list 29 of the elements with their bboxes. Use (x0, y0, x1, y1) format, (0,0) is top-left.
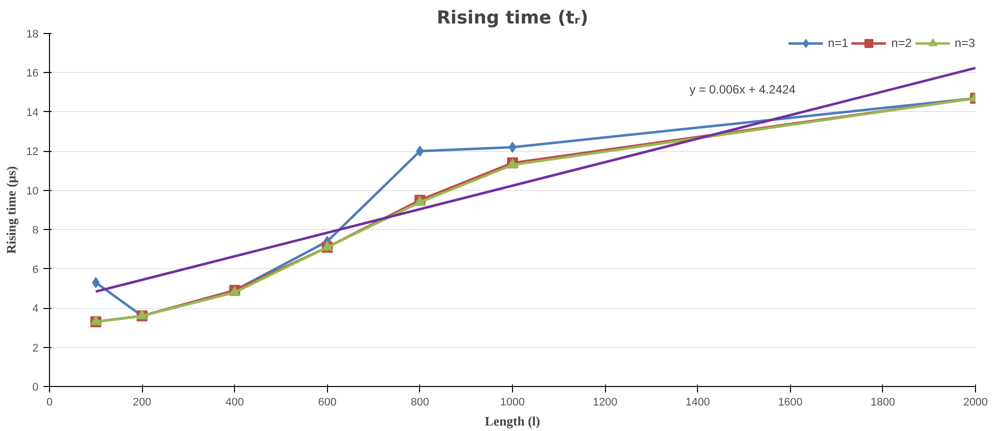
x-tick-label: 1600 (778, 396, 803, 408)
y-tick-label: 18 (26, 28, 39, 40)
point (92, 277, 100, 288)
y-axis-title: Rising time (μs) (3, 166, 18, 254)
y-tick-label: 12 (26, 146, 39, 158)
x-tick-label: 200 (132, 396, 152, 408)
y-tick-label: 4 (32, 303, 39, 316)
y-tick-label: 14 (26, 106, 39, 119)
y-tick-label: 0 (32, 382, 39, 394)
x-tick-label: 800 (410, 396, 430, 408)
y-tick-label: 16 (26, 68, 39, 80)
x-axis-title: Length (l) (484, 414, 540, 428)
x-tick-label: 0 (46, 396, 53, 408)
y-tick-label: 2 (32, 342, 39, 354)
x-tick-label: 1200 (592, 396, 618, 408)
y-tick-label: 8 (32, 224, 39, 237)
x-tick-label: 600 (318, 396, 336, 408)
x-tick-label: 2000 (963, 396, 988, 408)
y-tick-label: 6 (32, 264, 39, 276)
x-tick-label: 1400 (685, 396, 710, 408)
x-tick-label: 400 (226, 396, 244, 408)
legend-label: n=2 (891, 36, 912, 50)
x-tick-label: 1800 (870, 396, 896, 408)
y-tick-label: 10 (26, 185, 39, 198)
chart-title: Rising time (tᵣ) (436, 8, 588, 28)
legend-label: n=3 (954, 36, 975, 50)
legend-label: n=1 (828, 36, 848, 50)
x-tick-label: 1000 (500, 396, 525, 408)
annotation: y = 0.006x + 4.2424 (690, 82, 796, 96)
